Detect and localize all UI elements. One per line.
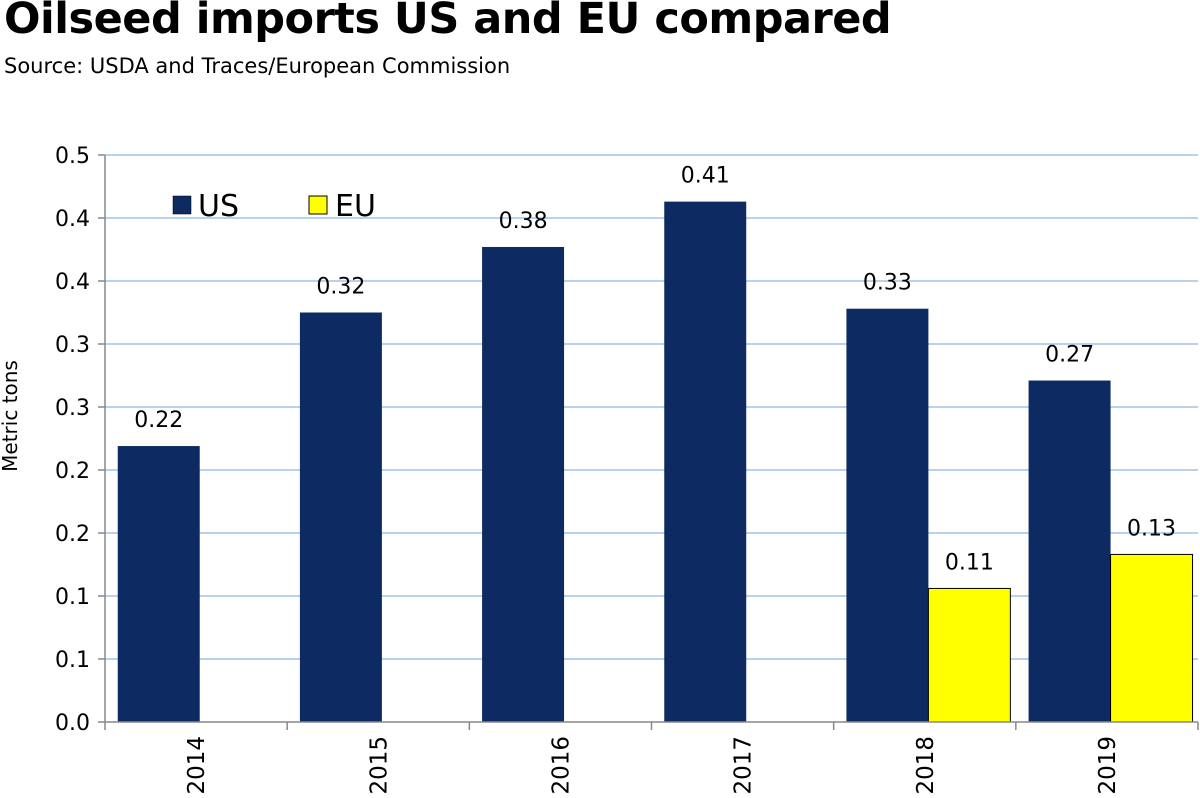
bar-eu-2019 <box>1110 553 1194 723</box>
x-tick-label: 2014 <box>184 736 210 795</box>
data-label-us-2014: 0.22 <box>134 408 183 433</box>
y-axis-title: Metric tons <box>0 360 22 472</box>
data-label-eu-2018: 0.11 <box>945 550 994 575</box>
y-tick-label: 0.5 <box>55 144 90 169</box>
y-tick-label: 0.3 <box>55 396 90 421</box>
bar-us-2018 <box>846 308 929 722</box>
y-tick-label: 0.4 <box>55 207 90 232</box>
chart-title: Oilseed imports US and EU compared <box>4 0 892 44</box>
bars <box>117 201 1194 723</box>
data-labels: 0.22 0.32 0.38 0.41 0.33 0.27 0.11 0.13 <box>134 164 1176 576</box>
bar-us-2014 <box>117 446 200 722</box>
legend-swatch-us <box>172 195 192 215</box>
x-tick-label: 2015 <box>366 736 392 795</box>
y-tick-label: 0.0 <box>55 711 90 736</box>
y-tick-label: 0.1 <box>55 585 90 610</box>
bar-eu-2018 <box>927 587 1011 723</box>
x-tick-label: 2019 <box>1095 736 1121 795</box>
data-label-us-2018: 0.33 <box>863 271 912 296</box>
y-tick-label: 0.2 <box>55 459 90 484</box>
x-tick-label: 2016 <box>548 736 574 795</box>
y-tick-label: 0.2 <box>55 522 90 547</box>
bar-us-2015 <box>299 312 382 722</box>
data-label-us-2019: 0.27 <box>1045 343 1094 368</box>
chart-subtitle: Source: USDA and Traces/European Commiss… <box>4 54 511 78</box>
data-label-eu-2019: 0.13 <box>1127 516 1176 541</box>
legend-label-eu: EU <box>335 189 376 224</box>
x-tick-label: 2018 <box>913 736 939 795</box>
legend-label-us: US <box>198 189 239 224</box>
gridlines <box>105 154 1198 660</box>
data-label-us-2017: 0.41 <box>681 164 730 189</box>
axes: 0.0 0.1 0.1 0.2 0.2 0.3 0.3 0.4 0.4 0.5 2014 2015 20… <box>55 144 1199 795</box>
data-label-us-2015: 0.32 <box>316 275 365 300</box>
legend-swatch-eu <box>308 195 328 215</box>
x-tick-label: 2017 <box>731 736 757 795</box>
bar-us-2016 <box>482 246 565 723</box>
bar-us-2017 <box>664 201 747 722</box>
y-tick-label: 0.1 <box>55 648 90 673</box>
bar-us-2019 <box>1028 380 1111 722</box>
y-tick-label: 0.3 <box>55 333 90 358</box>
y-tick-label: 0.4 <box>55 270 90 295</box>
legend: US EU <box>172 189 376 224</box>
data-label-us-2016: 0.38 <box>499 209 548 234</box>
